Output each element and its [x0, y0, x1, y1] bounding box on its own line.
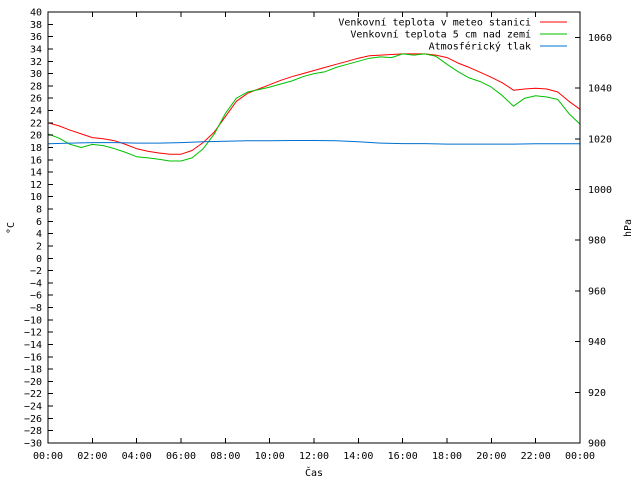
y-tick-label: −2	[30, 266, 42, 277]
x-tick-label: 16:00	[388, 451, 418, 462]
y-tick-label: 26	[30, 94, 42, 105]
y2-tick-label: 960	[588, 286, 606, 297]
y-tick-label: 28	[30, 81, 42, 92]
y-tick-label: −4	[30, 278, 42, 289]
y2-tick-label: 1000	[588, 185, 612, 196]
y-tick-label: 10	[30, 192, 42, 203]
legend: Venkovní teplota v meteo staniciVenkovní…	[338, 17, 567, 53]
axes-layer: 00:00 02:00 04:00 06:00 08:00 10:00 12:00 14:00…	[24, 8, 612, 463]
x-tick-label: 22:00	[521, 451, 551, 462]
x-tick-label: 02:00	[77, 451, 107, 462]
y-axis-label: °C	[6, 222, 17, 234]
y-tick-label: 8	[36, 205, 42, 216]
y-tick-label: 36	[30, 32, 42, 43]
y-tick-label: 16	[30, 155, 42, 166]
y-tick-label: −24	[24, 402, 42, 413]
y-tick-label: −30	[24, 439, 42, 450]
y-tick-label: 20	[30, 131, 42, 142]
y-tick-label: 0	[36, 254, 42, 265]
y2-tick-label: 980	[588, 236, 606, 247]
y-tick-label: −10	[24, 315, 42, 326]
y2-tick-label: 900	[588, 439, 606, 450]
y-tick-label: 2	[36, 241, 42, 252]
y-tick-label: 30	[30, 69, 42, 80]
y-tick-label: 22	[30, 118, 42, 129]
series-line-3	[47, 140, 580, 145]
legend-label-1: Venkovní teplota v meteo stanici	[338, 17, 531, 29]
x-tick-label: 06:00	[166, 451, 196, 462]
y-tick-label: 38	[30, 20, 42, 31]
x-tick-label: 14:00	[343, 451, 373, 462]
y2-tick-label: 1060	[588, 33, 612, 44]
x-tick-label: 00:00	[565, 451, 595, 462]
x-tick-label: 00:00	[33, 451, 63, 462]
y2-tick-label: 1040	[588, 84, 612, 95]
y-tick-label: 6	[36, 217, 42, 228]
y-tick-label: 4	[36, 229, 42, 240]
y2-axis-label: hPa	[623, 219, 634, 237]
y-tick-label: −6	[30, 291, 42, 302]
y-tick-label: −26	[24, 414, 42, 425]
x-tick-label: 04:00	[122, 451, 152, 462]
series-line-1	[47, 53, 581, 155]
y-tick-label: 24	[30, 106, 42, 117]
legend-label-3: Atmosférický tlak	[429, 41, 531, 53]
y-tick-label: 12	[30, 180, 42, 191]
x-axis-label: Čas	[305, 466, 323, 479]
y-tick-label: 14	[30, 168, 42, 179]
y2-tick-label: 1020	[588, 134, 612, 145]
y2-tick-label: 920	[588, 388, 606, 399]
y-tick-label: 18	[30, 143, 42, 154]
x-tick-label: 20:00	[476, 451, 506, 462]
y-tick-label: −16	[24, 352, 42, 363]
plot-frame	[47, 11, 581, 444]
legend-label-2: Venkovní teplota 5 cm nad zemí	[350, 29, 531, 41]
y-tick-label: −8	[30, 303, 42, 314]
y2-tick-label: 940	[588, 337, 606, 348]
y-tick-label: 34	[30, 44, 42, 55]
x-tick-label: 12:00	[299, 451, 329, 462]
y-tick-label: −14	[24, 340, 42, 351]
y-tick-label: 40	[30, 8, 42, 19]
y-tick-label: −18	[24, 365, 42, 376]
y-tick-label: 32	[30, 57, 42, 68]
y-tick-label: −28	[24, 426, 42, 437]
series-line-2	[47, 53, 581, 162]
x-tick-label: 18:00	[432, 451, 462, 462]
y-tick-label: −20	[24, 377, 42, 388]
y-tick-label: −12	[24, 328, 42, 339]
y-tick-label: −22	[24, 389, 42, 400]
x-tick-label: 10:00	[255, 451, 285, 462]
series-layer	[47, 53, 581, 162]
x-tick-label: 08:00	[210, 451, 240, 462]
